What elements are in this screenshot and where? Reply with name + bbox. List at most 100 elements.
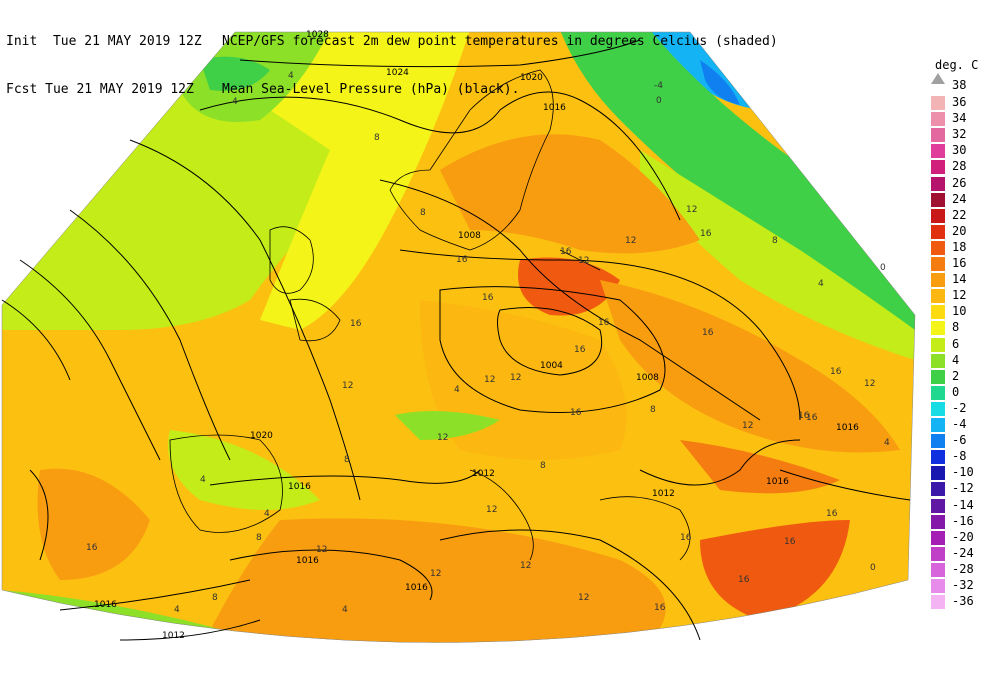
- legend-value: 0: [952, 384, 960, 399]
- russia-yellow: [640, 150, 915, 360]
- dewpoint-label: 12: [864, 379, 875, 389]
- isobar-label: 1012: [162, 631, 185, 641]
- isobar-label: 1008: [636, 373, 659, 383]
- legend-value: 10: [952, 304, 967, 319]
- legend-value: -2: [952, 400, 967, 415]
- legend-swatch: [931, 224, 945, 239]
- legend-swatch: [931, 337, 945, 352]
- legend-value: -28: [952, 561, 974, 576]
- legend-swatch: [931, 353, 945, 368]
- legend-value: 36: [952, 95, 967, 109]
- isobar-label: 1016: [94, 600, 117, 610]
- baltic-hot: [518, 257, 620, 316]
- dewpoint-label: 12: [430, 569, 441, 579]
- isobar-label: 1016: [288, 482, 311, 492]
- scandinavia-orange: [440, 134, 700, 254]
- legend-value: -36: [952, 594, 974, 609]
- dewpoint-label: 4: [342, 605, 348, 615]
- dewpoint-label: 12: [520, 561, 531, 571]
- legend-value: 30: [952, 143, 967, 158]
- iberia-warm: [37, 468, 150, 580]
- legend-value: 16: [952, 256, 967, 270]
- legend-value: -24: [952, 545, 974, 560]
- dewpoint-label: 12: [342, 381, 353, 391]
- dewpoint-label: 16: [826, 509, 838, 519]
- legend-swatch: [931, 96, 945, 110]
- legend-swatch: [931, 579, 945, 593]
- legend-value: -20: [952, 529, 974, 544]
- dewpoint-label: 4: [884, 438, 890, 448]
- isobar-label: 1012: [652, 489, 675, 499]
- dewpoint-label-group: 4 4 8 8 12 12 16 16 12 16 16 16 12 12 16…: [86, 71, 890, 615]
- legend-swatch: [931, 530, 945, 545]
- dewpoint-label: 16: [598, 318, 610, 328]
- init-label: Init Tue 21 MAY 2019 12Z: [6, 34, 202, 49]
- legend-value: -16: [952, 513, 974, 528]
- legend-swatch: [931, 546, 945, 561]
- title-line2: Mean Sea-Level Pressure (hPa) (black).: [222, 82, 520, 97]
- isobar-label: 1024: [386, 68, 409, 78]
- legend-swatch: [931, 305, 945, 320]
- arctic-deep-blue: [700, 60, 740, 105]
- dewpoint-label: 8: [540, 461, 546, 471]
- dewpoint-label: 12: [742, 421, 753, 431]
- legend-swatch: [931, 514, 945, 529]
- legend-swatch: [931, 418, 945, 432]
- legend-swatch: [931, 160, 945, 175]
- legend-value: -14: [952, 497, 974, 512]
- legend-value: 20: [952, 223, 967, 238]
- dewpoint-label: 12: [316, 545, 327, 555]
- legend-value: 12: [952, 288, 967, 303]
- legend-swatch: [931, 562, 945, 577]
- legend-value: 24: [952, 191, 967, 206]
- isobar-label: 1020: [520, 73, 543, 83]
- dewpoint-label: 0: [870, 563, 876, 573]
- legend-swatch: [931, 321, 945, 336]
- dewpoint-label: 0: [880, 263, 886, 273]
- legend-swatch: [931, 595, 945, 610]
- legend-value: -4: [952, 417, 967, 431]
- legend-value: 4: [952, 352, 960, 367]
- dewpoint-label: 16: [806, 413, 818, 423]
- dewpoint-label: 8: [650, 405, 656, 415]
- legend-swatch: [931, 128, 945, 143]
- dewpoint-label: 16: [574, 345, 586, 355]
- legend-swatch: [931, 369, 945, 384]
- east-med-hot: [700, 520, 850, 620]
- legend-swatch: [931, 112, 945, 127]
- legend-swatch: [931, 385, 945, 400]
- dewpoint-label: 12: [578, 256, 589, 266]
- dewpoint-label: -4: [654, 81, 663, 91]
- fcst-label: Fcst Tue 21 MAY 2019 12Z: [6, 82, 194, 97]
- legend-swatch: [931, 240, 945, 255]
- dewpoint-label: 4: [232, 97, 238, 107]
- map-domain-outline: [1, 31, 916, 643]
- north-yellow-band: [150, 32, 470, 330]
- dewpoint-label: 4: [200, 475, 206, 485]
- dewpoint-label: 16: [456, 255, 468, 265]
- dewpoint-label: 16: [570, 408, 582, 418]
- legend-value: 6: [952, 336, 960, 351]
- legend-swatch: [931, 257, 945, 271]
- legend-value: 8: [952, 320, 960, 335]
- iceland-green: [200, 56, 270, 91]
- dewpoint-label: 0: [656, 96, 662, 106]
- east-warm: [600, 280, 900, 453]
- isobars: [1, 39, 911, 641]
- map-header: Init Tue 21 MAY 2019 12Z NCEP/GFS forecas…: [6, 2, 778, 114]
- dewpoint-label: 4: [818, 279, 824, 289]
- legend-swatch: [931, 289, 945, 304]
- legend-swatch: [931, 144, 945, 159]
- isobar-label: 1016: [543, 103, 566, 113]
- isobar-label-group: 1028 1024 1020 1016 1008 1004 1008 1016 …: [94, 30, 859, 641]
- coastlines: [169, 69, 691, 561]
- dewpoint-label: 4: [454, 385, 460, 395]
- dewpoint-label: 8: [212, 593, 218, 603]
- title-line1: NCEP/GFS forecast 2m dew point temperatu…: [222, 34, 778, 49]
- isobar-label: 1016: [296, 556, 319, 566]
- dewpoint-label: 8: [374, 133, 380, 143]
- legend-swatch: [931, 208, 945, 223]
- dewpoint-label: 16: [654, 603, 666, 613]
- legend-swatch: [931, 498, 945, 513]
